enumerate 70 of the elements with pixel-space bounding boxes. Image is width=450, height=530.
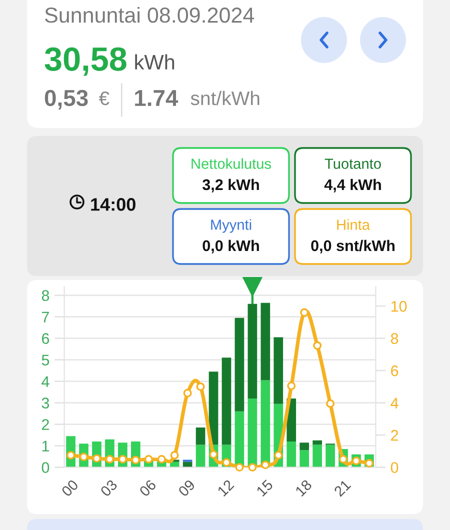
bar [222, 358, 232, 445]
text: 1.74 [135, 90, 178, 106]
text: Hinta [337, 219, 370, 230]
bar [196, 444, 206, 468]
bar [300, 450, 310, 468]
bar [286, 442, 296, 468]
y-tick-label: 1 [42, 440, 49, 452]
bar [312, 444, 322, 468]
point [196, 382, 205, 391]
bar [260, 302, 270, 380]
x-tick-label: 12 [217, 479, 234, 497]
bar [260, 380, 270, 468]
point [300, 308, 309, 317]
point [248, 463, 257, 472]
y-tick-label: 4 [42, 376, 50, 387]
point [183, 388, 192, 398]
y2-tick-label: 2 [391, 430, 398, 441]
bar [326, 444, 335, 468]
x-tick-label: 09 [178, 479, 196, 498]
text: Nettokulutus [192, 158, 272, 169]
x-tick-label: 15 [256, 479, 274, 497]
x-tick-label: 00 [60, 479, 79, 498]
y-tick-label: 6 [42, 333, 50, 344]
text: 4,4 kWh [324, 178, 381, 192]
text: 0,0 snt/kWh [311, 240, 395, 254]
point [222, 458, 231, 467]
y2-tick-label: 4 [390, 398, 398, 408]
y-tick-label: 8 [42, 290, 50, 301]
point [287, 382, 296, 390]
text: 0,0 kWh [202, 240, 259, 254]
y2-tick-label: 10 [391, 300, 407, 312]
chart-title: Sunnuntai 08.09.2024 [44, 6, 254, 23]
point [235, 463, 244, 472]
point [326, 399, 335, 408]
text: 14:00 [91, 198, 136, 211]
point [105, 455, 114, 464]
bar [234, 411, 244, 468]
y-tick-label: 0 [42, 462, 50, 473]
x-tick-label: 06 [138, 479, 157, 498]
point [131, 456, 140, 464]
x-tick-label: 03 [100, 479, 118, 498]
bar [234, 318, 244, 412]
bar [196, 428, 206, 445]
y-tick-label: 7 [42, 312, 49, 322]
x-tick-label: 21 [334, 479, 352, 497]
y2-tick-label: 6 [391, 365, 398, 376]
bar [274, 337, 284, 404]
point [170, 450, 179, 460]
text: snt/kWh [190, 90, 260, 106]
text: 0,53 [44, 90, 88, 110]
text: Myynti [211, 219, 252, 233]
y2-tick-label: 0 [390, 462, 398, 473]
text: 3,2 kWh [202, 178, 259, 192]
text: 30,58 [44, 47, 126, 76]
point [274, 450, 283, 460]
text: kWh [135, 54, 174, 70]
text: Tuotanto [324, 158, 381, 169]
point [313, 341, 322, 350]
x-tick-label: 18 [294, 479, 312, 497]
y-tick-label: 5 [42, 354, 50, 366]
y-tick-label: 3 [42, 398, 50, 408]
text: € [98, 91, 110, 106]
bar [208, 372, 218, 445]
bar [300, 442, 310, 450]
bar [312, 440, 322, 445]
y-tick-label: 2 [42, 419, 49, 430]
y2-tick-label: 8 [390, 333, 398, 344]
point [144, 455, 153, 464]
point [157, 455, 166, 464]
point [261, 460, 270, 470]
